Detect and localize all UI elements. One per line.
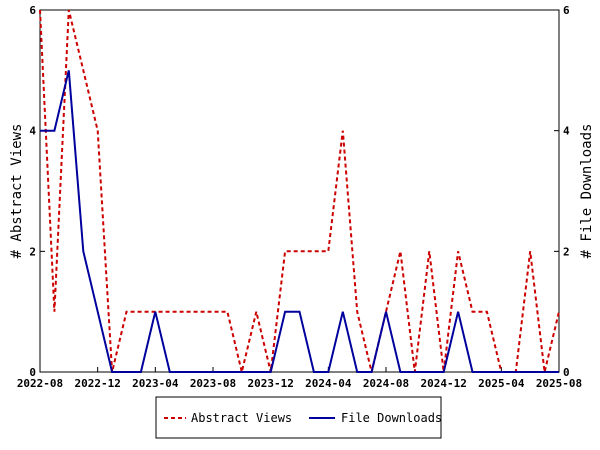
x-tick-label: 2024-04 bbox=[305, 377, 352, 390]
x-axis: 2022-08 2022-12 2023-04 2023-08 2023-12 2024-… bbox=[17, 367, 582, 390]
x-tick-label: 2024-12 bbox=[420, 377, 466, 390]
x-tick-label: 2022-12 bbox=[74, 377, 120, 390]
right-y-tick-label: 0 bbox=[563, 366, 570, 379]
left-y-tick-label: 2 bbox=[29, 245, 36, 258]
x-tick-label: 2025-04 bbox=[478, 377, 525, 390]
left-y-tick-label: 6 bbox=[29, 4, 36, 17]
x-tick-label: 2025-08 bbox=[536, 377, 582, 390]
series-layer bbox=[39, 9, 560, 373]
left-y-axis-title: # Abstract Views bbox=[9, 124, 25, 259]
x-tick-label: 2023-04 bbox=[132, 377, 179, 390]
legend-label-abstract-views: Abstract Views bbox=[191, 411, 292, 425]
x-tick-label: 2023-08 bbox=[190, 377, 236, 390]
x-tick-label: 2022-08 bbox=[17, 377, 63, 390]
left-y-tick-label: 4 bbox=[29, 125, 36, 138]
left-y-tick-label: 0 bbox=[29, 366, 36, 379]
legend-box bbox=[155, 396, 442, 439]
right-y-tick-label: 2 bbox=[563, 245, 570, 258]
x-tick-label: 2023-12 bbox=[247, 377, 293, 390]
x-tick-label: 2024-08 bbox=[363, 377, 409, 390]
series-line-file-downloads bbox=[40, 70, 559, 373]
right-y-axis-title: # File Downloads bbox=[579, 124, 595, 259]
legend: Abstract Views File Downloads bbox=[155, 396, 442, 439]
legend-label-file-downloads: File Downloads bbox=[341, 411, 442, 425]
series-line-abstract-views bbox=[39, 9, 560, 373]
right-y-tick-label: 4 bbox=[563, 125, 570, 138]
plot-frame bbox=[39, 9, 560, 373]
right-y-tick-label: 6 bbox=[563, 4, 570, 17]
